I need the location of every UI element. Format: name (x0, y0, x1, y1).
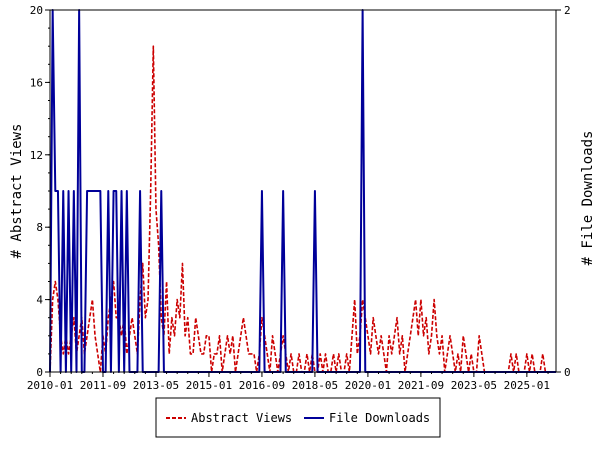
y-tick-label: 0 (36, 366, 43, 379)
legend-label-abstract-views: Abstract Views (191, 411, 292, 425)
y-axis-right: 02 (556, 4, 571, 379)
y-tick-label: 12 (30, 149, 43, 162)
y-axis-left-title: # Abstract Views (9, 124, 25, 259)
y-tick-label: 4 (36, 294, 43, 307)
y-axis-left: 0 4 8 12 16 20 (30, 4, 50, 379)
x-tick-label: 2013-05 (133, 379, 179, 392)
x-tick-label: 2025-01 (504, 379, 550, 392)
x-tick-label: 2020-01 (345, 379, 391, 392)
x-tick-label: 2021-09 (398, 379, 444, 392)
legend: Abstract Views File Downloads (155, 397, 441, 438)
x-tick-label: 2011-09 (80, 379, 126, 392)
y-tick-label: 8 (36, 221, 43, 234)
y-tick-label: 20 (30, 4, 43, 17)
x-tick-label: 2010-01 (27, 379, 73, 392)
legend-box (155, 397, 441, 438)
y-axis-right-title: # File Downloads (580, 131, 596, 266)
y2-tick-label: 0 (564, 366, 571, 379)
x-tick-label: 2023-05 (451, 379, 497, 392)
x-tick-label: 2018-05 (292, 379, 338, 392)
x-tick-label: 2015-01 (186, 379, 232, 392)
y2-tick-label: 2 (564, 4, 571, 17)
x-axis: 2010-01 2011-09 2013-05 2015-01 2016-09 2018-… (27, 372, 550, 392)
x-tick-label: 2016-09 (239, 379, 285, 392)
y-tick-label: 16 (30, 76, 43, 89)
legend-label-file-downloads: File Downloads (329, 411, 430, 425)
